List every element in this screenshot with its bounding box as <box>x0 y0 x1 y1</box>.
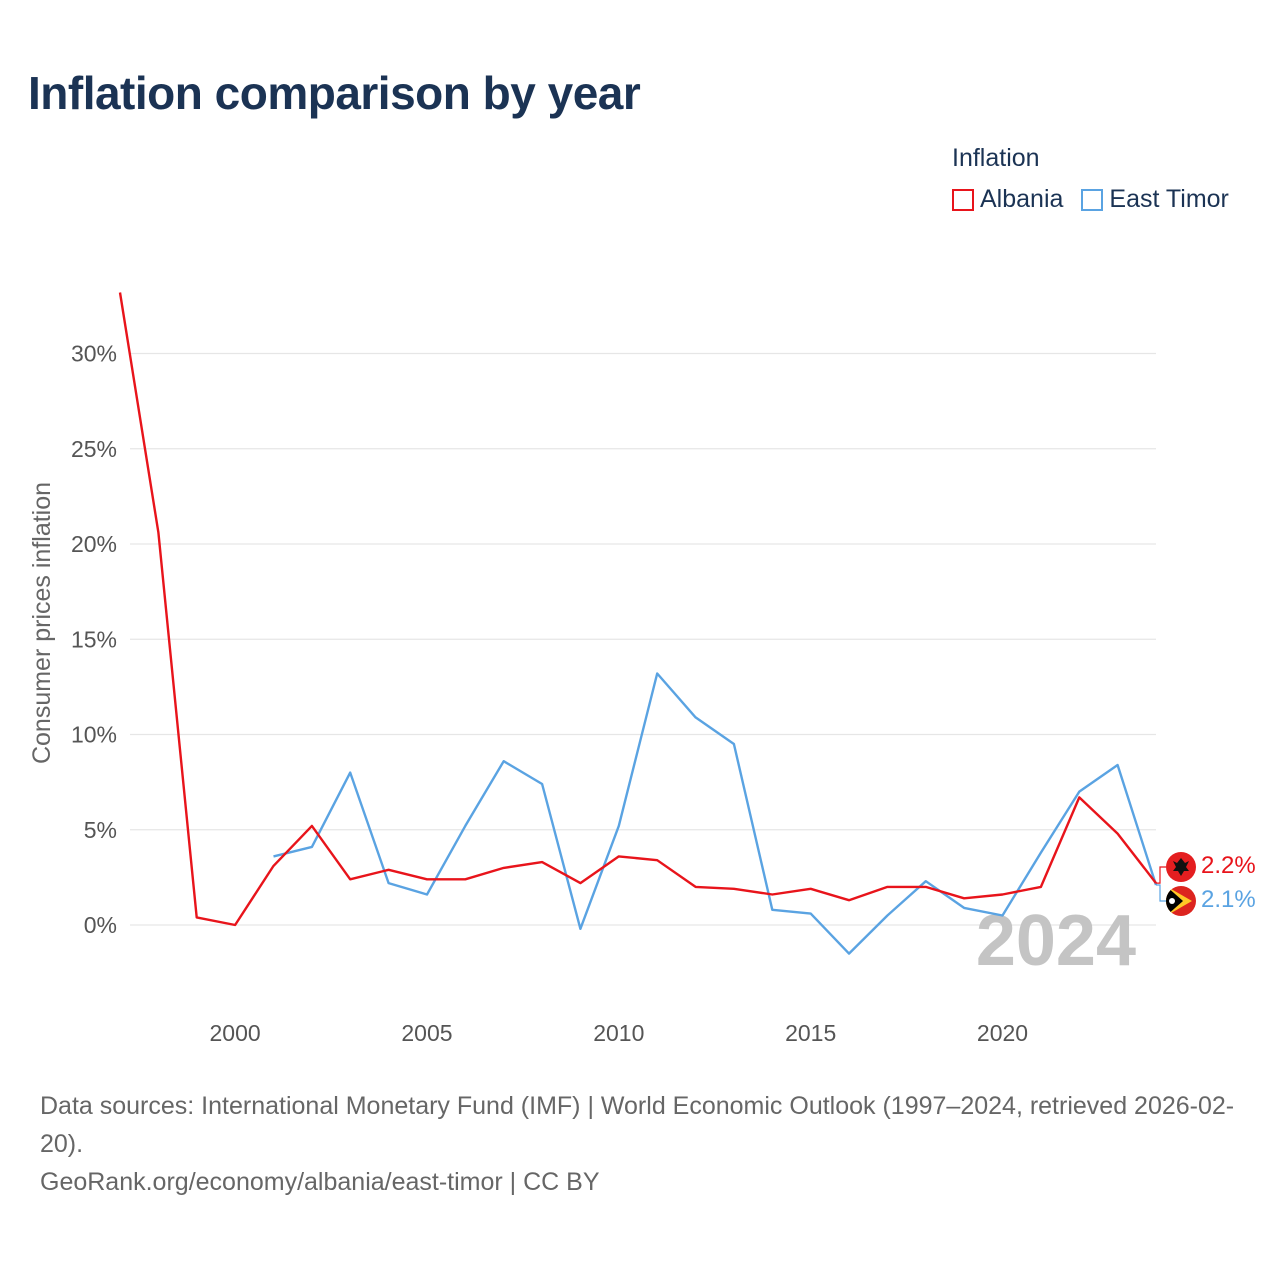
line-chart: 0% 5% 10% 15% 20% 25% 30% 2000 2005 2010 2015 2020… <box>28 292 1256 1046</box>
data-source-note: Data sources: International Monetary Fun… <box>40 1092 1235 1158</box>
legend-item-east-timor[interactable]: East Timor <box>1081 185 1229 214</box>
end-label-east-timor: 2.1% <box>1201 886 1256 913</box>
albania-flag-icon <box>1166 852 1196 882</box>
y-tick-label: 20% <box>71 531 117 557</box>
legend-title: Inflation <box>952 144 1040 172</box>
y-axis-title: Consumer prices inflation <box>28 482 56 764</box>
end-label-albania: 2.2% <box>1201 852 1256 879</box>
x-tick-label: 2005 <box>401 1020 452 1046</box>
year-stamp: 2024 <box>976 901 1136 981</box>
east-timor-flag-icon <box>1166 886 1196 916</box>
y-tick-label: 0% <box>84 912 117 938</box>
y-tick-label: 10% <box>71 722 117 748</box>
x-axis-ticks: 2000 2005 2010 2015 2020 <box>210 1020 1029 1046</box>
y-tick-label: 15% <box>71 626 117 652</box>
chart-title: Inflation comparison by year <box>28 67 641 119</box>
credit-link[interactable]: GeoRank.org/economy/albania/east-timor |… <box>40 1168 600 1196</box>
x-tick-label: 2020 <box>977 1020 1028 1046</box>
gridlines <box>130 352 1156 926</box>
end-connector <box>1156 866 1166 884</box>
series-line-albania[interactable] <box>118 292 1157 927</box>
legend: Inflation Albania East Timor <box>952 144 1229 214</box>
end-markers <box>1166 852 1196 916</box>
x-tick-label: 2000 <box>210 1020 261 1046</box>
footer: Data sources: International Monetary Fun… <box>40 1087 1250 1201</box>
y-tick-label: 30% <box>71 341 117 367</box>
legend-label-east-timor: East Timor <box>1109 185 1229 213</box>
series-lines <box>118 292 1166 955</box>
y-tick-label: 5% <box>84 817 117 843</box>
x-tick-label: 2010 <box>593 1020 644 1046</box>
legend-item-albania[interactable]: Albania <box>952 185 1063 214</box>
y-axis-ticks: 0% 5% 10% 15% 20% 25% 30% <box>71 341 117 939</box>
legend-label-albania: Albania <box>980 185 1064 213</box>
x-tick-label: 2015 <box>785 1020 836 1046</box>
y-tick-label: 25% <box>71 436 117 462</box>
legend-swatch-east-timor <box>1081 188 1104 211</box>
end-connector <box>1156 884 1166 902</box>
legend-swatch-albania <box>952 188 974 211</box>
series-line-east-timor[interactable] <box>273 672 1158 955</box>
